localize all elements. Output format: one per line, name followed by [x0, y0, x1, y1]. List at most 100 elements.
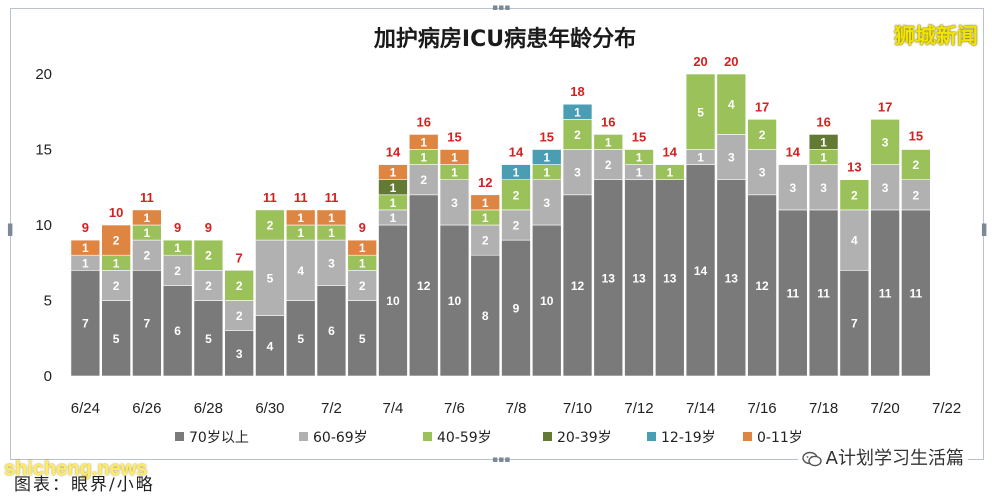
segment-value-label: 8 [482, 309, 489, 323]
segment-value-label: 6 [174, 324, 181, 338]
segment-value-label: 13 [663, 271, 677, 285]
bar-segment [747, 119, 777, 150]
bar-total-label: 9 [82, 220, 89, 235]
resize-handle-left[interactable]: ▪ ▪ ▪ [7, 221, 14, 239]
legend-swatch [543, 432, 552, 441]
x-tick-label: 7/10 [563, 400, 592, 417]
segment-value-label: 5 [697, 105, 704, 119]
segment-value-label: 1 [297, 226, 304, 240]
bar-segment [408, 194, 439, 377]
bar-segment [593, 134, 624, 150]
segment-value-label: 1 [451, 166, 458, 180]
y-tick-label: 5 [44, 293, 52, 310]
segment-value-label: 3 [759, 166, 766, 180]
bar-segment [716, 179, 747, 377]
bar-segment [532, 179, 562, 226]
segment-value-label: 1 [543, 151, 550, 165]
legend-swatch [423, 432, 432, 441]
segment-value-label: 1 [390, 211, 397, 225]
x-tick-label: 7/18 [809, 400, 838, 417]
segment-value-label: 3 [236, 347, 243, 361]
bar-segment [624, 179, 654, 377]
segment-value-label: 13 [632, 271, 646, 285]
legend-swatch [299, 432, 308, 441]
segment-value-label: 12 [417, 279, 431, 293]
bar-segment [347, 300, 377, 377]
segment-value-label: 11 [786, 286, 799, 300]
segment-value-label: 1 [605, 135, 612, 149]
bar-total-label: 14 [509, 145, 524, 160]
legend-label: 12-19岁 [661, 430, 716, 446]
bar-segment [839, 209, 870, 271]
segment-value-label: 13 [725, 271, 739, 285]
wechat-icon [801, 451, 822, 467]
bar-total-label: 9 [205, 220, 212, 235]
bar-segment [839, 179, 870, 211]
segment-value-label: 1 [820, 135, 827, 149]
bar-segment [408, 134, 439, 150]
resize-handle-right[interactable]: ▪ ▪ ▪ [981, 221, 988, 239]
segment-value-label: 1 [820, 151, 827, 165]
segment-value-label: 1 [390, 181, 397, 195]
x-tick-label: 7/16 [747, 400, 776, 417]
x-tick-label: 7/6 [444, 400, 465, 417]
segment-value-label: 1 [513, 166, 520, 180]
brand-logo: 狮城新闻 [894, 24, 978, 48]
legend-label: 70岁以上 [189, 430, 249, 446]
bar-segment [501, 164, 531, 181]
segment-value-label: 3 [574, 166, 581, 180]
segment-value-label: 5 [297, 332, 304, 346]
segment-value-label: 4 [851, 234, 858, 248]
segment-value-label: 11 [879, 286, 892, 300]
legend: 70岁以上 60-69岁 40-59岁 20-39岁 12-19岁 0-11岁 [175, 430, 803, 446]
x-tick-label: 6/24 [71, 400, 100, 417]
x-tick-label: 6/26 [132, 400, 161, 417]
bar-segment [501, 179, 531, 211]
legend-swatch [647, 432, 656, 441]
segment-value-label: 2 [205, 279, 212, 293]
segment-value-label: 1 [636, 151, 643, 165]
segment-value-label: 10 [386, 294, 400, 308]
bar-segment [347, 269, 377, 301]
segment-value-label: 1 [328, 211, 335, 225]
legend-label: 40-59岁 [437, 430, 492, 446]
bar-total-label: 20 [724, 54, 738, 69]
bar-segment [470, 194, 500, 211]
x-tick-label: 7/12 [624, 400, 653, 417]
bar-segment [285, 239, 316, 301]
segment-value-label: 1 [144, 211, 151, 225]
bar-total-label: 15 [540, 130, 554, 145]
segment-value-label: 1 [113, 256, 120, 270]
x-tick-label: 7/2 [321, 400, 342, 417]
x-tick-label: 6/28 [194, 400, 223, 417]
segment-value-label: 2 [574, 128, 581, 142]
segment-value-label: 10 [540, 294, 554, 308]
bar-segment [316, 239, 347, 286]
bar-segment [193, 239, 224, 271]
segment-value-label: 1 [666, 166, 673, 180]
bar-segment [347, 239, 377, 256]
bar-segment [624, 149, 654, 165]
segment-value-label: 3 [789, 181, 796, 195]
bar-total-label: 11 [263, 190, 277, 205]
bar-segment [255, 209, 285, 241]
bar-segment [685, 73, 716, 150]
bar-total-label: 15 [632, 130, 646, 145]
bar-total-label: 13 [847, 160, 861, 175]
resize-handle-top[interactable]: ▪▪▪ [492, 3, 511, 13]
bar-segment [470, 254, 500, 377]
segment-value-label: 6 [328, 324, 335, 338]
bar-total-label: 15 [447, 130, 461, 145]
segment-value-label: 12 [571, 279, 585, 293]
segment-value-label: 3 [882, 181, 889, 195]
segment-value-label: 2 [913, 188, 920, 202]
segment-value-label: 5 [205, 332, 212, 346]
bar-segment [778, 209, 808, 377]
x-tick-label: 7/20 [871, 400, 900, 417]
bar-segment [255, 239, 285, 316]
bar-segment [101, 300, 131, 377]
segment-value-label: 2 [851, 188, 858, 202]
bar-segment [408, 164, 439, 196]
resize-handle-bottom[interactable]: ▪▪▪ [492, 455, 511, 465]
